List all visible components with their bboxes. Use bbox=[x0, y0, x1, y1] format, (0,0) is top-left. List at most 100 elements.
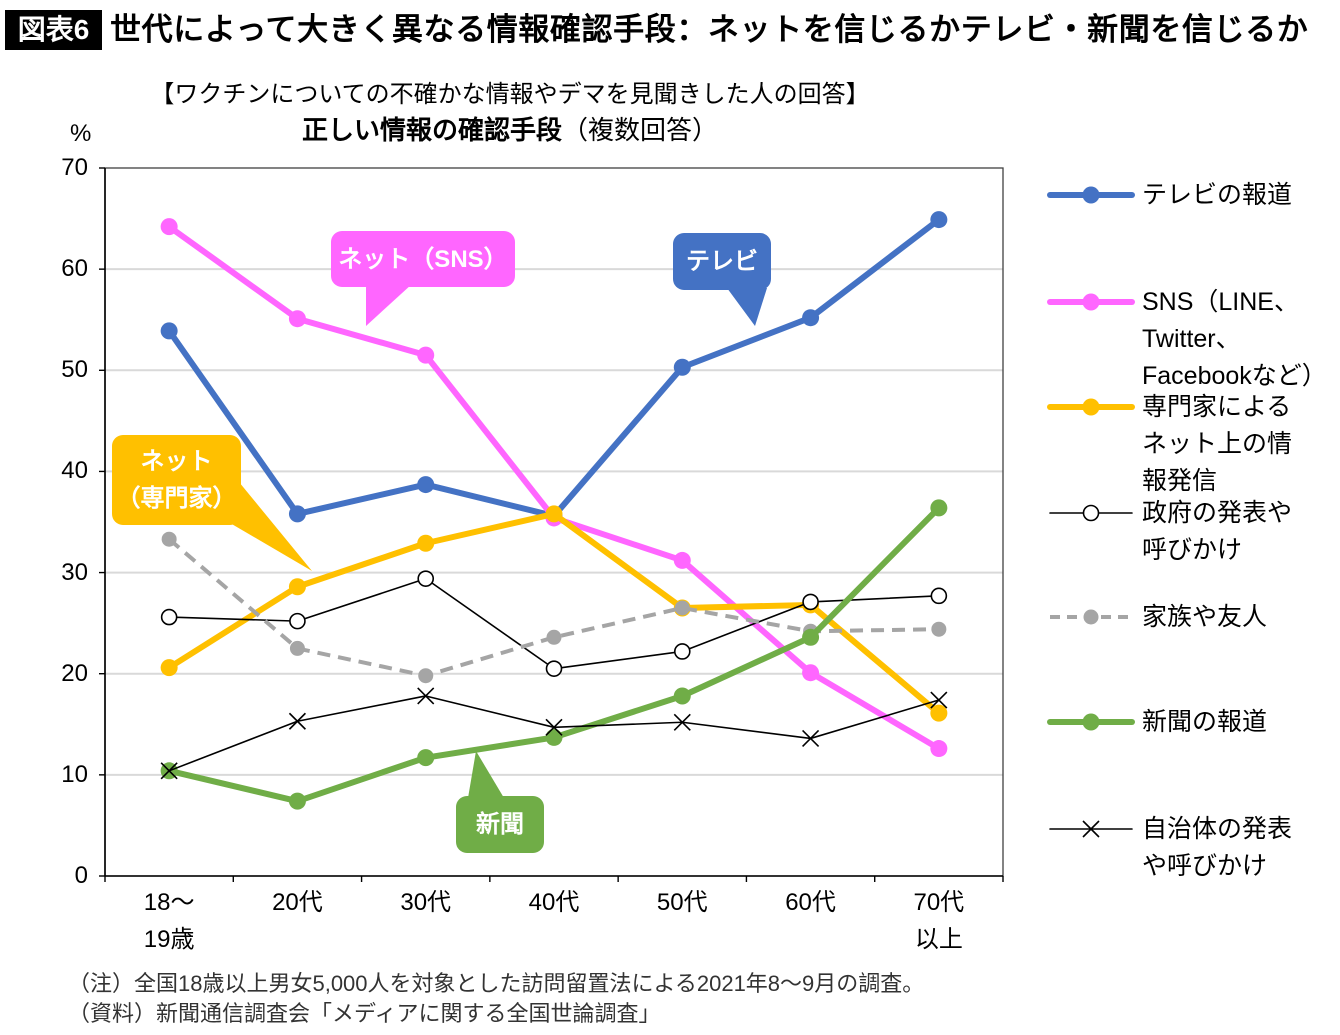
callout-sns bbox=[331, 231, 515, 326]
series-local-government bbox=[160, 687, 948, 780]
y-tick-label-30: 30 bbox=[61, 558, 88, 586]
x-tick-label-6: 70代 以上 bbox=[913, 889, 965, 953]
y-tick-label-50: 50 bbox=[61, 356, 88, 384]
y-tick-label-0: 0 bbox=[74, 862, 88, 889]
footnote-note: （注）全国18歳以上男女5,000人を対象とした訪問留置法による2021年8～9… bbox=[68, 971, 925, 996]
data-point-newspaper-1 bbox=[288, 792, 306, 810]
callout-tv-bubble bbox=[673, 233, 771, 290]
chart-subtitle-emphasis: 正しい情報の確認手段 bbox=[301, 115, 562, 145]
legend-item-expert-online bbox=[1047, 398, 1135, 416]
legend-swatch-marker-expert-online bbox=[1082, 398, 1100, 416]
legend-swatch-marker-newspaper bbox=[1082, 713, 1100, 731]
y-tick-label-20: 20 bbox=[61, 659, 88, 687]
legend-swatch-marker-family-friends bbox=[1083, 609, 1099, 625]
data-point-government-4 bbox=[673, 643, 691, 660]
data-point-family-friends-0 bbox=[161, 531, 177, 547]
data-point-expert-online-0 bbox=[160, 659, 178, 677]
callout-sns-tail bbox=[366, 284, 412, 326]
legend-label-tv-news: テレビの報道 bbox=[1142, 180, 1293, 209]
legend-item-local-government bbox=[1049, 820, 1133, 838]
data-point-family-friends-2 bbox=[418, 668, 434, 684]
data-point-newspaper-4 bbox=[673, 687, 691, 705]
chart-subtitle-note: （複数回答） bbox=[562, 115, 719, 145]
data-point-newspaper-5 bbox=[802, 628, 820, 646]
callout-tv-tail bbox=[727, 288, 767, 326]
legend-swatch-marker-local-government bbox=[1082, 820, 1100, 838]
footnotes: （注）全国18歳以上男女5,000人を対象とした訪問留置法による2021年8～9… bbox=[68, 969, 924, 1029]
x-tick-label-0: 18～ 19歳 bbox=[143, 889, 195, 953]
legend-swatch-marker-tv-news bbox=[1082, 186, 1100, 204]
chart-subtitle: 正しい情報の確認手段（複数回答） bbox=[0, 114, 1020, 146]
callout-expert-online-bubble bbox=[112, 435, 241, 525]
callout-sns-bubble bbox=[331, 231, 515, 287]
callout-tv-label: テレビ bbox=[686, 248, 758, 275]
legend-label-government: 政府の発表や 呼びかけ bbox=[1142, 498, 1293, 564]
data-point-tv-news-1 bbox=[288, 505, 306, 523]
legend-label-newspaper: 新聞の報道 bbox=[1142, 707, 1268, 736]
data-point-sns-4 bbox=[673, 551, 691, 569]
callout-newspaper-bubble bbox=[456, 796, 544, 853]
data-point-sns-6 bbox=[930, 740, 948, 758]
data-point-sns-0 bbox=[160, 218, 178, 236]
data-point-newspaper-2 bbox=[417, 749, 435, 767]
callout-expert-online-label: ネット （専門家） bbox=[116, 448, 237, 512]
data-point-government-6 bbox=[930, 587, 948, 605]
data-point-tv-news-2 bbox=[417, 476, 435, 494]
data-point-local-government-4 bbox=[673, 713, 691, 731]
legend-label-family-friends: 家族や友人 bbox=[1142, 602, 1268, 631]
data-point-newspaper-6 bbox=[930, 499, 948, 517]
data-point-government-3 bbox=[545, 660, 563, 677]
callout-expert-online-tail bbox=[230, 482, 312, 571]
data-point-local-government-0 bbox=[160, 762, 178, 780]
callout-sns-label: ネット（SNS） bbox=[338, 245, 508, 273]
data-point-tv-news-6 bbox=[930, 211, 948, 229]
data-point-tv-news-0 bbox=[160, 322, 178, 340]
data-point-tv-news-4 bbox=[673, 358, 691, 376]
data-point-government-0 bbox=[160, 608, 178, 626]
data-point-local-government-3 bbox=[545, 718, 563, 736]
data-point-expert-online-3 bbox=[545, 505, 563, 523]
legend-label-local-government: 自治体の発表 や呼びかけ bbox=[1142, 814, 1293, 880]
data-point-family-friends-6 bbox=[931, 621, 947, 637]
data-point-tv-news-5 bbox=[802, 309, 820, 327]
footnote-source: （資料）新聞通信調査会「メディアに関する全国世論調査」 bbox=[68, 1001, 661, 1026]
data-point-local-government-1 bbox=[288, 712, 306, 730]
data-point-government-5 bbox=[802, 593, 819, 611]
x-tick-label-1: 20代 bbox=[272, 889, 323, 916]
data-point-family-friends-4 bbox=[674, 600, 690, 616]
x-tick-label-3: 40代 bbox=[528, 889, 580, 916]
callout-newspaper bbox=[456, 751, 544, 853]
legend-label-expert-online: 専門家による ネット上の情 報発信 bbox=[1142, 392, 1293, 495]
legend-item-tv-news bbox=[1047, 186, 1135, 204]
chart-title: 【ワクチンについての不確かな情報やデマを見聞きした人の回答】 bbox=[150, 81, 870, 108]
legend-swatch-marker-government bbox=[1082, 504, 1100, 522]
callout-tv bbox=[673, 233, 771, 326]
y-tick-label-60: 60 bbox=[61, 255, 88, 283]
y-axis-unit-label: % bbox=[70, 120, 92, 147]
callout-newspaper-label: 新聞 bbox=[476, 811, 524, 838]
data-point-sns-2 bbox=[417, 346, 435, 364]
callout-expert-online bbox=[112, 435, 312, 571]
data-point-family-friends-1 bbox=[289, 640, 305, 656]
data-point-expert-online-1 bbox=[288, 578, 306, 596]
legend-label-sns: SNS（LINE、 Twitter、 Facebookなど） bbox=[1142, 287, 1327, 390]
y-tick-label-40: 40 bbox=[61, 457, 88, 485]
series-government bbox=[160, 570, 948, 677]
data-point-family-friends-3 bbox=[546, 629, 562, 645]
data-point-local-government-5 bbox=[802, 729, 820, 748]
data-point-sns-5 bbox=[802, 664, 820, 682]
x-tick-label-5: 60代 bbox=[785, 889, 836, 916]
data-point-expert-online-2 bbox=[417, 534, 435, 552]
data-point-government-1 bbox=[289, 612, 306, 630]
legend-item-newspaper bbox=[1047, 713, 1135, 731]
x-tick-label-2: 30代 bbox=[400, 889, 452, 916]
data-point-expert-online-6 bbox=[930, 704, 948, 722]
callout-newspaper-tail bbox=[468, 751, 504, 798]
data-point-government-2 bbox=[417, 570, 435, 587]
legend-item-family-friends bbox=[1050, 609, 1132, 625]
legend-swatch-marker-sns bbox=[1082, 293, 1100, 311]
data-point-newspaper-3 bbox=[545, 728, 563, 746]
legend-item-government bbox=[1049, 504, 1133, 522]
data-point-sns-1 bbox=[288, 310, 306, 328]
